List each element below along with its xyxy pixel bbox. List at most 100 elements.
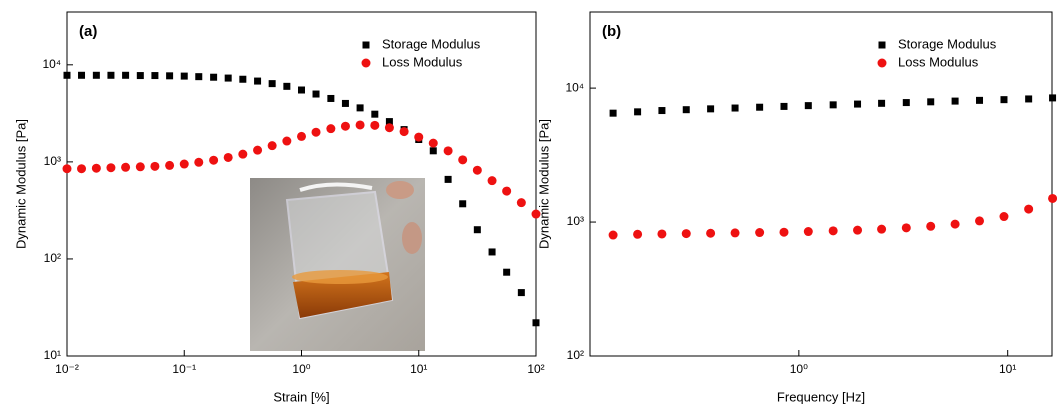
data-point <box>77 164 87 174</box>
x-axis-title: Frequency [Hz] <box>777 389 865 404</box>
data-point <box>370 120 380 130</box>
data-point <box>458 155 468 165</box>
data-point <box>282 136 292 146</box>
y-tick-label: 10² <box>44 251 61 265</box>
plot-frame <box>589 11 1053 357</box>
data-point <box>999 212 1009 222</box>
y-tick-label: 10⁴ <box>565 80 584 94</box>
data-point <box>780 102 788 110</box>
data-point <box>681 229 691 239</box>
legend-label: Storage Modulus <box>898 36 997 51</box>
x-axis-title: Strain [%] <box>273 389 329 404</box>
legend-label: Loss Modulus <box>898 54 979 69</box>
data-point <box>283 82 291 90</box>
data-point <box>779 227 789 237</box>
data-point <box>91 163 101 173</box>
data-point <box>657 229 667 239</box>
data-point <box>730 228 740 238</box>
y-axis-title: Dynamic Modulus [Pa] <box>13 119 28 249</box>
data-point <box>384 123 394 133</box>
data-point <box>803 227 813 237</box>
data-point <box>1024 204 1034 214</box>
x-tick-label: 10⁻² <box>55 362 79 376</box>
data-point <box>151 72 159 80</box>
data-point <box>488 248 496 256</box>
data-point <box>951 97 959 105</box>
data-point <box>135 162 145 172</box>
x-tick-label: 10¹ <box>410 362 427 376</box>
legend-label: Storage Modulus <box>382 36 481 51</box>
data-point <box>121 162 131 172</box>
data-point <box>608 230 618 240</box>
data-point <box>444 175 452 183</box>
data-point <box>297 131 306 141</box>
data-point <box>731 104 739 112</box>
data-point <box>658 107 666 115</box>
data-point <box>209 155 219 165</box>
data-point <box>224 74 232 82</box>
data-point <box>901 223 911 233</box>
y-axis-title: Dynamic Modulus [Pa] <box>536 119 551 249</box>
data-point <box>473 226 481 234</box>
data-point <box>78 71 86 79</box>
data-point <box>877 224 887 234</box>
data-point <box>976 96 984 104</box>
data-point <box>194 157 204 167</box>
inset-photo <box>250 178 425 351</box>
data-point <box>1048 193 1057 203</box>
data-point <box>755 228 765 238</box>
data-point <box>150 161 160 171</box>
data-point <box>516 198 526 208</box>
legend-marker <box>878 41 886 49</box>
data-point <box>927 98 935 106</box>
data-point <box>828 226 838 236</box>
data-point <box>312 90 320 98</box>
data-point <box>92 71 100 79</box>
data-point <box>609 109 617 117</box>
data-point <box>180 72 188 80</box>
data-point <box>166 72 174 80</box>
data-point <box>804 102 812 110</box>
data-point <box>238 149 248 159</box>
x-tick-label: 10⁰ <box>790 362 808 376</box>
data-point <box>532 319 540 327</box>
data-point <box>267 141 277 151</box>
data-point <box>634 108 642 116</box>
data-point <box>268 80 276 88</box>
data-point <box>707 105 715 113</box>
legend-marker <box>877 58 887 68</box>
data-point <box>179 159 189 169</box>
data-point <box>371 110 379 118</box>
y-tick-label: 10¹ <box>44 348 61 362</box>
data-point <box>210 73 218 81</box>
data-point <box>531 209 541 219</box>
y-tick-label: 10³ <box>567 214 584 228</box>
data-point <box>326 124 336 134</box>
data-point <box>517 289 525 297</box>
data-point <box>327 94 335 102</box>
data-point <box>298 86 305 94</box>
data-point <box>62 164 72 174</box>
data-point <box>706 228 716 238</box>
data-point <box>106 163 116 173</box>
data-point <box>878 99 886 107</box>
data-point <box>902 99 910 107</box>
legend-label: Loss Modulus <box>382 54 463 69</box>
panel-label: (a) <box>79 23 97 40</box>
data-point <box>633 229 643 239</box>
data-point <box>341 99 349 107</box>
data-point <box>756 103 764 111</box>
data-point <box>239 75 247 83</box>
data-point <box>385 118 393 126</box>
data-point <box>829 101 837 109</box>
data-point <box>107 71 115 79</box>
data-point <box>428 138 438 148</box>
y-tick-label: 10⁴ <box>42 57 61 71</box>
y-tick-label: 10³ <box>44 154 61 168</box>
data-point <box>356 104 364 112</box>
panel-label: (b) <box>602 23 621 40</box>
data-point <box>165 160 175 170</box>
data-point <box>682 106 690 114</box>
x-tick-label: 10⁻¹ <box>172 362 196 376</box>
